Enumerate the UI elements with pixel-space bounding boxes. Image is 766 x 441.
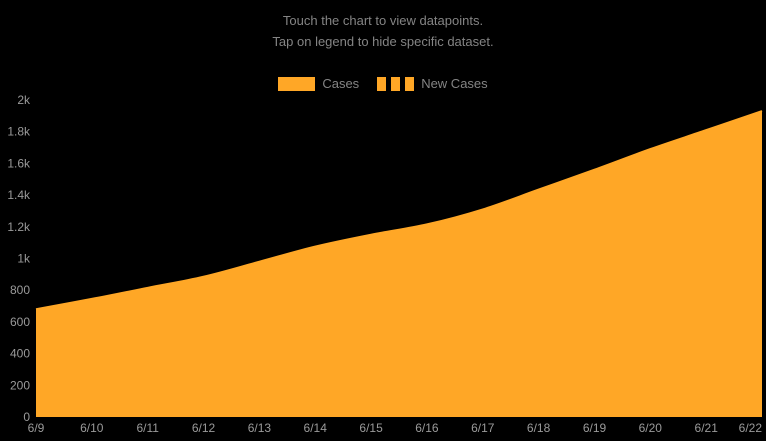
y-tick-label: 1.2k xyxy=(7,220,31,234)
y-tick-label: 1.6k xyxy=(7,156,31,170)
y-tick-label: 2k xyxy=(17,95,31,107)
x-tick-label: 6/17 xyxy=(471,421,495,435)
x-tick-label: 6/15 xyxy=(359,421,383,435)
x-tick-label: 6/13 xyxy=(248,421,272,435)
legend-swatch-cases xyxy=(278,76,316,91)
y-tick-label: 600 xyxy=(10,315,30,329)
x-tick-label: 6/12 xyxy=(192,421,216,435)
x-tick-label: 6/22 xyxy=(739,421,763,435)
y-tick-label: 1k xyxy=(17,252,31,266)
legend-label-cases: Cases xyxy=(322,76,360,91)
y-tick-label: 400 xyxy=(10,347,30,361)
legend-item-cases[interactable]: Cases xyxy=(278,76,359,91)
legend-label-new-cases: New Cases xyxy=(421,76,488,91)
x-tick-label: 6/10 xyxy=(80,421,104,435)
area-chart[interactable]: 0 200 400 600 800 1k 1.2k 1.4k 1.6k 1.8k 2k 6/9 6/10… xyxy=(0,95,766,441)
x-tick-label: 6/11 xyxy=(136,421,159,435)
x-tick-label: 6/14 xyxy=(304,421,328,435)
instruction-line-1: Touch the chart to view datapoints. xyxy=(282,13,484,28)
cases-area-series[interactable] xyxy=(36,111,762,417)
instruction-line-2: Tap on legend to hide specific dataset. xyxy=(272,34,494,49)
y-tick-label: 200 xyxy=(10,378,30,392)
chart-instructions: Touch the chart to view datapoints. Tap … xyxy=(0,0,766,52)
x-tick-label: 6/18 xyxy=(527,421,551,435)
x-tick-label: 6/16 xyxy=(415,421,439,435)
x-tick-label: 6/9 xyxy=(28,421,45,435)
x-tick-label: 6/21 xyxy=(695,421,719,435)
legend-swatch-new-cases xyxy=(377,76,415,91)
cases-line-series xyxy=(35,110,763,311)
x-tick-label: 6/19 xyxy=(583,421,607,435)
chart-legend: Cases New Cases xyxy=(0,76,766,91)
legend-item-new-cases[interactable]: New Cases xyxy=(377,76,488,91)
y-tick-label: 1.8k xyxy=(7,125,31,139)
y-tick-label: 1.4k xyxy=(7,188,31,202)
y-tick-label: 0 xyxy=(23,410,30,424)
y-tick-label: 800 xyxy=(10,283,30,297)
x-tick-label: 6/20 xyxy=(639,421,663,435)
